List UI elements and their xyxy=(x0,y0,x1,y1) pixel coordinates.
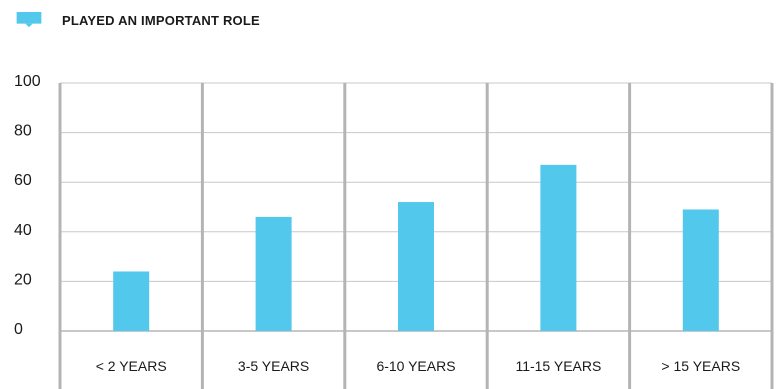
y-tick-label: 0 xyxy=(14,321,23,338)
x-axis-categories: < 2 YEARS 3-5 YEARS 6-10 YEARS 11-15 YEARS >… xyxy=(96,358,740,374)
bars xyxy=(113,164,719,331)
bar-3 xyxy=(540,164,577,331)
category-label: 11-15 YEARS xyxy=(515,358,601,374)
category-label: < 2 YEARS xyxy=(96,358,167,374)
y-tick-label: 60 xyxy=(14,172,32,189)
y-tick-label: 100 xyxy=(14,73,41,90)
y-tick-label: 80 xyxy=(14,123,32,140)
legend: PLAYED AN IMPORTANT ROLE xyxy=(12,8,260,32)
y-tick-label: 20 xyxy=(14,271,32,288)
legend-label: PLAYED AN IMPORTANT ROLE xyxy=(62,12,260,28)
category-label: 3-5 YEARS xyxy=(238,358,309,374)
category-dividers xyxy=(58,83,774,389)
y-tick-label: 40 xyxy=(14,222,32,239)
category-label: 6-10 YEARS xyxy=(376,358,455,374)
bar-0 xyxy=(113,271,150,331)
bar-4 xyxy=(682,209,719,331)
category-label: > 15 YEARS xyxy=(661,358,740,374)
legend-swatch-icon xyxy=(16,12,42,28)
bar-2 xyxy=(398,202,434,331)
bar-1 xyxy=(255,216,292,331)
grid-lines xyxy=(60,82,772,332)
y-axis-ticks: 0 20 40 60 80 100 xyxy=(14,73,41,338)
